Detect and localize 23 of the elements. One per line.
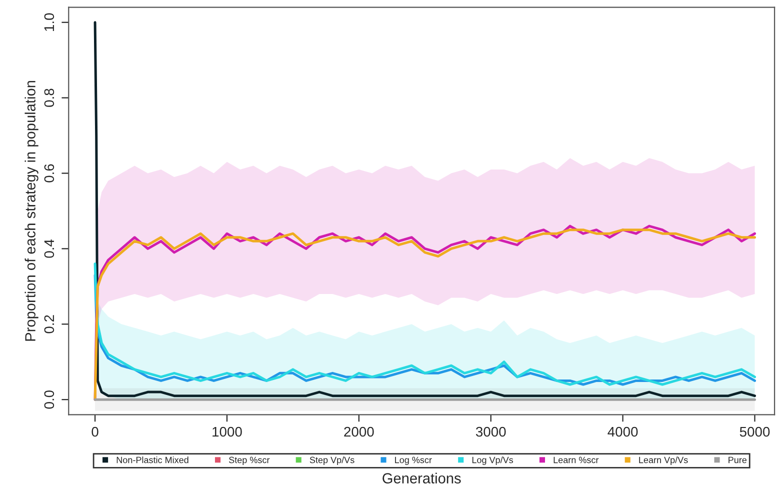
- x-tick-label: 5000: [740, 426, 770, 437]
- x-tick-label: 0: [92, 426, 98, 437]
- y-axis-title: Proportion of each strategy in population: [24, 80, 38, 341]
- legend-label: Step Vp/Vs: [310, 456, 354, 465]
- x-tick-label: 1000: [212, 426, 242, 437]
- y-tick-label: 1.0: [44, 13, 54, 31]
- x-tick-label: 4000: [608, 426, 638, 437]
- line-series: [94, 21, 756, 398]
- legend-label: Log Vp/Vs: [472, 456, 514, 465]
- y-tick-label: 0.2: [44, 315, 54, 334]
- x-tick-label: 2000: [344, 426, 374, 437]
- y-tick-label: 0.8: [44, 88, 54, 107]
- y-tick-label: 0.6: [44, 164, 54, 182]
- legend-label: Learn %scr: [554, 456, 599, 464]
- legend-label: Non-Plastic Mixed: [116, 456, 188, 464]
- legend-label: Log %scr: [395, 456, 432, 465]
- y-tick-label: 0.4: [44, 239, 54, 258]
- x-tick-label: 3000: [476, 426, 506, 437]
- legend-label: Learn Vp/Vs: [639, 456, 688, 465]
- legend-label: Step %scr: [229, 456, 270, 465]
- x-axis-title: Generations: [382, 472, 461, 484]
- y-tick-label: 0.0: [44, 390, 54, 409]
- legend-label: Pure: [728, 456, 747, 464]
